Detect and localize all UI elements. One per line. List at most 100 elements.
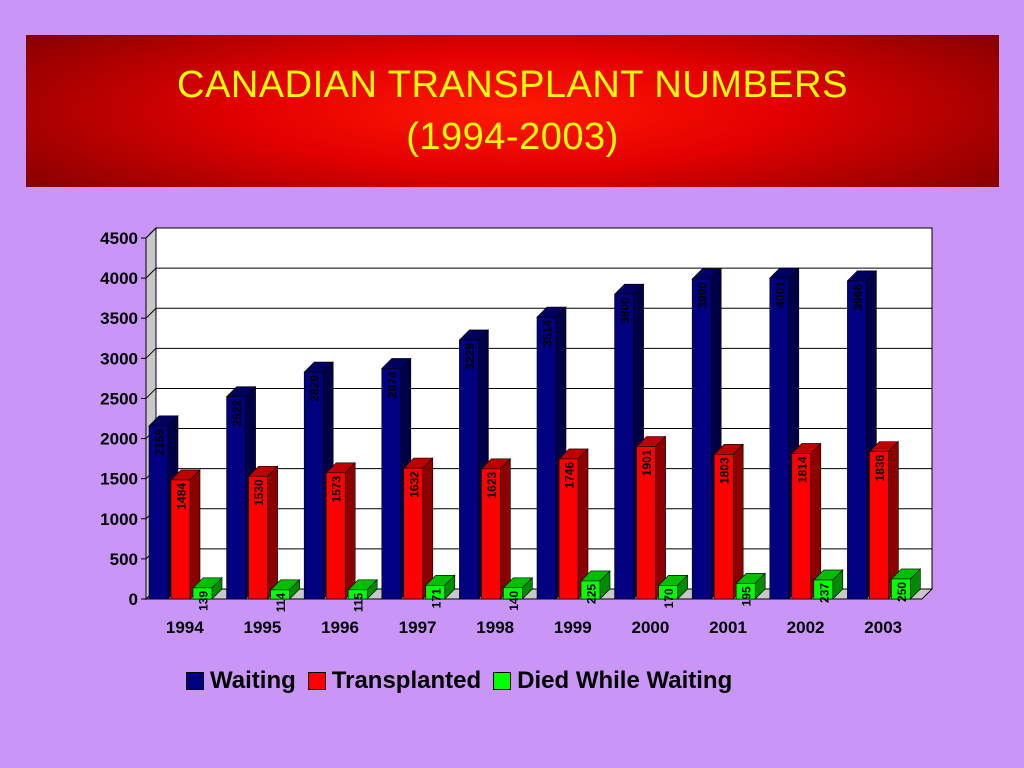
- legend-label: Transplanted: [331, 667, 482, 694]
- bar: [148, 425, 169, 600]
- data-label: 1814: [795, 456, 809, 483]
- data-label: 237: [817, 583, 831, 603]
- x-tick-label: 2003: [864, 618, 902, 637]
- bar: [691, 278, 712, 600]
- y-tick-label: 1000: [100, 510, 138, 529]
- bar: [813, 579, 834, 600]
- data-label: 115: [352, 592, 366, 612]
- x-tick-label: 1996: [321, 618, 359, 637]
- data-label: 170: [662, 588, 676, 608]
- data-label: 1623: [485, 471, 499, 498]
- bar: [248, 475, 268, 600]
- legend-label: Waiting: [210, 667, 296, 694]
- data-label: 2874: [385, 371, 399, 398]
- bar: [558, 458, 579, 600]
- bar: [536, 316, 557, 600]
- bar: [636, 446, 656, 600]
- data-label: 114: [274, 593, 288, 613]
- bar: [270, 589, 290, 600]
- bar-side: [344, 462, 356, 600]
- bar: [869, 451, 889, 600]
- bar: [226, 396, 246, 600]
- bar: [459, 339, 479, 600]
- y-tick-label: 4000: [100, 269, 138, 288]
- bar-side: [655, 435, 666, 600]
- bar: [769, 277, 790, 600]
- bar: [791, 453, 812, 600]
- data-label: 250: [895, 582, 909, 602]
- chart-legend: Waiting Transplanted Died While Waiting: [186, 666, 744, 696]
- title-banner: CANADIAN TRANSPLANT NUMBERS (1994-2003): [26, 35, 999, 187]
- legend-item: Transplanted: [307, 667, 482, 695]
- y-tick-label: 4500: [100, 229, 138, 248]
- data-label: 3800: [618, 297, 632, 324]
- legend-swatch: [493, 672, 512, 690]
- slide-title-line2: (1994-2003): [406, 116, 619, 158]
- bar-side: [189, 469, 201, 600]
- slide-title-line1: CANADIAN TRANSPLANT NUMBERS: [177, 64, 848, 106]
- bar: [503, 587, 523, 600]
- bar: [303, 371, 324, 600]
- legend-item: Died While Waiting: [493, 667, 732, 695]
- data-label: 4001: [773, 281, 787, 308]
- data-label: 1530: [252, 479, 266, 506]
- y-tick-label: 1500: [100, 470, 138, 489]
- gridline: [145, 307, 157, 319]
- bar: [891, 578, 911, 600]
- data-label: 2159: [153, 428, 167, 455]
- data-label: 1803: [718, 457, 732, 484]
- x-tick-label: 1998: [476, 618, 514, 637]
- bar: [425, 584, 446, 600]
- y-tick-label: 3000: [100, 349, 138, 368]
- gridline: [145, 267, 157, 279]
- data-label: 2522: [230, 399, 244, 426]
- data-label: 1746: [563, 462, 577, 489]
- gridline: [145, 347, 157, 359]
- data-label: 171: [429, 588, 443, 608]
- data-label: 3514: [541, 320, 555, 347]
- bar-side: [500, 458, 511, 600]
- data-label: 3229: [463, 343, 477, 370]
- data-label: 1484: [175, 483, 189, 510]
- y-tick-label: 3500: [100, 309, 138, 328]
- bar: [347, 589, 368, 600]
- data-label: 1836: [873, 454, 887, 481]
- bar: [481, 468, 501, 600]
- bar: [658, 585, 678, 600]
- bar-side: [422, 457, 434, 600]
- data-label: 139: [197, 591, 211, 611]
- data-label: 1901: [640, 449, 654, 476]
- legend-label: Died While Waiting: [517, 667, 733, 694]
- x-tick-label: 1999: [554, 618, 592, 637]
- x-tick-label: 2001: [709, 618, 747, 637]
- y-tick-label: 2000: [100, 430, 138, 449]
- data-label: 140: [507, 590, 521, 610]
- bar: [403, 467, 424, 600]
- data-label: 1632: [407, 471, 421, 498]
- x-tick-label: 2000: [631, 618, 669, 637]
- legend-item: Waiting: [186, 667, 296, 695]
- x-tick-label: 1994: [166, 618, 204, 637]
- data-label: 3966: [851, 284, 865, 311]
- bar: [170, 479, 191, 600]
- bar-side: [732, 443, 744, 600]
- x-tick-label: 1997: [399, 618, 437, 637]
- bar: [713, 454, 734, 600]
- gridline: [145, 388, 157, 399]
- data-label: 3990: [696, 282, 710, 309]
- data-label: 2829: [308, 375, 322, 402]
- x-tick-label: 2002: [787, 618, 825, 637]
- legend-swatch: [307, 672, 326, 690]
- bar: [847, 280, 867, 600]
- bar: [381, 368, 402, 600]
- bar: [325, 472, 346, 600]
- data-label: 195: [740, 586, 754, 606]
- bar: [192, 587, 213, 600]
- y-tick-label: 2500: [100, 389, 138, 408]
- gridline: [145, 227, 157, 239]
- data-label: 225: [585, 584, 599, 604]
- y-tick-label: 0: [129, 590, 138, 609]
- bar-side: [267, 465, 278, 600]
- data-label: 1573: [330, 475, 344, 502]
